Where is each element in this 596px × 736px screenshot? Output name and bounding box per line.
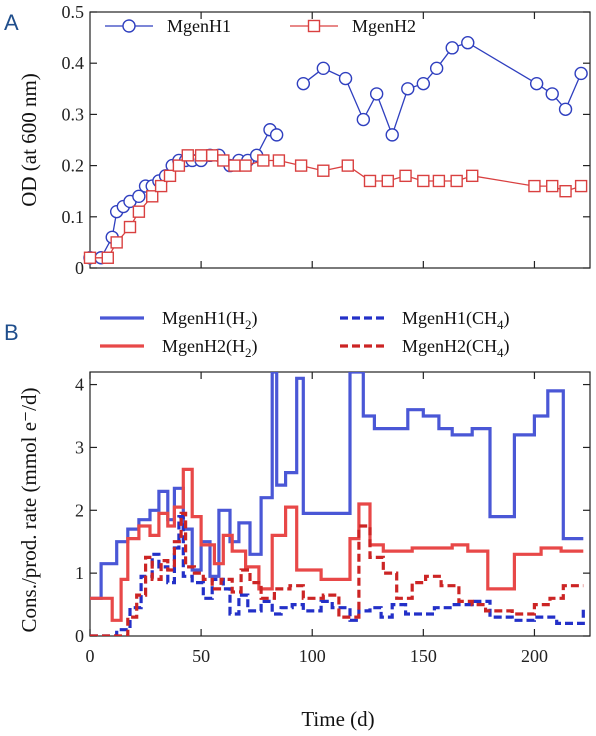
panel-a-data-point: [146, 190, 159, 203]
panel-b-legend-label: MgenH1(H2): [162, 308, 258, 332]
panel-b-x-tick-label: 200: [521, 646, 548, 666]
panel-b-x-tick-label: 150: [410, 646, 437, 666]
panel-b-legend-label: MgenH1(CH4): [402, 308, 510, 332]
panel-a-legend-marker: [122, 19, 136, 33]
panel-a-data-point: [417, 174, 430, 188]
panel-a-y-tick-label: 0.5: [62, 2, 85, 22]
panel-a-data-point: [123, 220, 137, 234]
panel-b-series-MgenH1(CH4): [90, 515, 585, 636]
panel-a-data-point: [341, 159, 354, 172]
panel-a-data-point: [181, 149, 194, 162]
panel-a-data-point: [132, 205, 146, 218]
panel-a-data-point: [272, 154, 286, 167]
panel-a-data-point: [363, 174, 377, 188]
panel-b-y-tick-label: 3: [75, 437, 84, 457]
panel-a-data-point: [529, 76, 544, 91]
panel-a-legend-label: MgenH2: [352, 16, 416, 36]
panel-a-data-point: [528, 179, 541, 193]
panel-a-legend-label: MgenH1: [167, 16, 231, 36]
panel-a-y-tick-label: 0.4: [62, 53, 85, 73]
panel-a-chart: 0 0.1 0.2 0.3 0.4 0.5 MgenH1 MgenH2: [62, 2, 591, 278]
panel-a-data-point: [401, 82, 415, 96]
panel-a-series-MgenH1: [83, 36, 588, 265]
panel-a-data-point: [206, 149, 219, 162]
panel-b-frame: [89, 371, 591, 637]
panel-a-frame: [89, 11, 591, 269]
panel-b-series-MgenH2(CH4): [90, 511, 584, 636]
panel-b-x-tick-label: 100: [299, 646, 326, 666]
panel-a-y-tick-label: 0.1: [62, 207, 85, 227]
panel-a-data-point: [574, 179, 588, 193]
panel-b-y-tick-label: 4: [75, 375, 84, 395]
panel-a-data-point: [269, 128, 284, 142]
panel-b-chart: 0 1 2 3 4 0 50 100 150 200 MgenH1(H2) MgenH2(H2) Mge…: [75, 308, 591, 666]
panel-a-data-point: [356, 112, 371, 127]
panel-a-y-tick-label: 0.3: [62, 104, 85, 124]
panel-a-data-point: [429, 61, 444, 76]
panel-b-x-tick-label: 50: [192, 646, 210, 666]
panel-b-series-MgenH2(H2): [90, 467, 584, 622]
panel-a-y-tick-label: 0: [75, 258, 84, 278]
panel-a-data-point: [450, 174, 463, 188]
panel-a-data-point: [217, 154, 230, 167]
panel-a-data-point: [101, 251, 114, 264]
panel-a-letter: A: [4, 10, 19, 35]
panel-a-data-point: [466, 169, 479, 183]
panel-a-data-point: [559, 184, 572, 198]
panel-a-data-point: [110, 236, 123, 249]
panel-a-data-point: [385, 128, 399, 142]
panel-a-data-point: [294, 159, 308, 172]
panel-a-data-point: [546, 179, 559, 193]
panel-a-data-point: [416, 76, 431, 91]
panel-b-x-axis-title: Time (d): [301, 707, 374, 731]
panel-a-y-axis-title: OD (at 600 nm): [17, 73, 41, 207]
panel-b-y-tick-label: 2: [75, 500, 84, 520]
panel-a-data-point: [461, 36, 475, 50]
panel-a-data-point: [317, 164, 330, 177]
panel-b-letter: B: [4, 320, 19, 345]
panel-a-data-point: [399, 169, 412, 183]
panel-b-legend-label: MgenH2(H2): [162, 336, 258, 360]
panel-b-legend-label: MgenH2(CH4): [402, 336, 510, 360]
panel-a-data-point: [381, 174, 394, 188]
panel-a-data-point: [163, 169, 177, 183]
panel-a-data-point: [558, 102, 573, 116]
panel-a-series-MgenH2: [83, 149, 588, 264]
panel-b-y-tick-label: 1: [75, 563, 84, 583]
panel-a-y-tick-label: 0.2: [62, 156, 85, 176]
panel-b-y-axis-title: Cons./prod. rate (mmol e⁻/d): [17, 388, 41, 633]
panel-a-data-point: [132, 189, 146, 204]
panel-a-data-point: [574, 66, 588, 81]
panel-a-data-point: [194, 149, 208, 162]
panel-a-data-point: [172, 159, 186, 172]
panel-b-y-tick-label: 0: [75, 626, 84, 646]
panel-a-data-point: [369, 87, 384, 101]
panel-a-legend-marker: [307, 19, 321, 33]
panel-a-data-point: [338, 71, 353, 86]
panel-a-data-point: [445, 41, 459, 55]
panel-a-data-point: [239, 159, 252, 172]
panel-a-data-point: [154, 179, 168, 193]
panel-a-data-point: [545, 87, 559, 101]
panel-a-data-point: [432, 174, 446, 188]
panel-a-data-point: [316, 61, 331, 76]
panel-b-x-tick-label: 0: [86, 646, 95, 666]
panel-a-data-point: [83, 251, 97, 264]
panel-a-data-point: [257, 154, 270, 167]
panel-b-series-MgenH1(H2): [90, 372, 584, 600]
panel-a-data-point: [228, 159, 241, 172]
panel-a-data-point: [296, 76, 311, 91]
